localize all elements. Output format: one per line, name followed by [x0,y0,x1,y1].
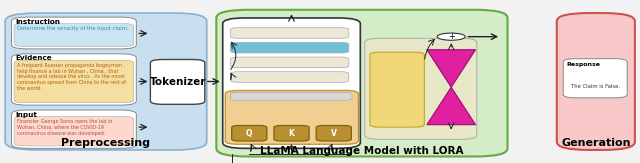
Text: K: K [289,129,294,138]
Text: Evidence: Evidence [15,55,52,61]
FancyBboxPatch shape [12,110,136,148]
FancyBboxPatch shape [230,57,349,68]
FancyBboxPatch shape [223,18,360,148]
Text: A frequent Russian propaganda bogeyman ,
help finance a lab in Wuhan , China , t: A frequent Russian propaganda bogeyman ,… [17,63,125,91]
Text: +: + [448,32,454,41]
Text: LLaMA Language Model with LORA: LLaMA Language Model with LORA [260,146,463,156]
Polygon shape [427,50,476,87]
FancyBboxPatch shape [316,126,351,141]
Text: Financier George Soros owns the lab in
Wuhan, China, where the COVID-19
coronavi: Financier George Soros owns the lab in W… [17,119,112,136]
FancyBboxPatch shape [365,38,477,139]
Text: Instruction: Instruction [15,19,60,25]
Text: Preprocessing: Preprocessing [61,138,150,148]
Text: The Claim is False.: The Claim is False. [571,84,620,89]
FancyBboxPatch shape [14,117,134,146]
Text: V: V [331,129,337,138]
FancyBboxPatch shape [150,59,205,104]
Text: Response: Response [566,62,600,67]
FancyBboxPatch shape [12,54,136,105]
Text: Generation: Generation [561,138,630,148]
FancyBboxPatch shape [225,90,358,144]
FancyBboxPatch shape [14,60,134,103]
Circle shape [437,33,465,40]
FancyBboxPatch shape [563,59,627,98]
FancyBboxPatch shape [230,28,349,38]
Text: Input: Input [15,112,37,118]
FancyBboxPatch shape [230,92,352,100]
FancyBboxPatch shape [274,126,309,141]
FancyBboxPatch shape [557,13,635,150]
FancyBboxPatch shape [370,52,424,127]
Text: Q: Q [246,129,253,138]
FancyBboxPatch shape [216,10,508,156]
FancyBboxPatch shape [230,42,349,53]
FancyBboxPatch shape [12,17,136,49]
Text: Tokenizer: Tokenizer [149,77,206,87]
FancyBboxPatch shape [230,72,349,82]
Text: Determine the veracity of the input claim.: Determine the veracity of the input clai… [17,26,128,31]
FancyBboxPatch shape [5,13,207,150]
FancyBboxPatch shape [232,126,267,141]
FancyBboxPatch shape [14,24,134,46]
Polygon shape [427,87,476,125]
